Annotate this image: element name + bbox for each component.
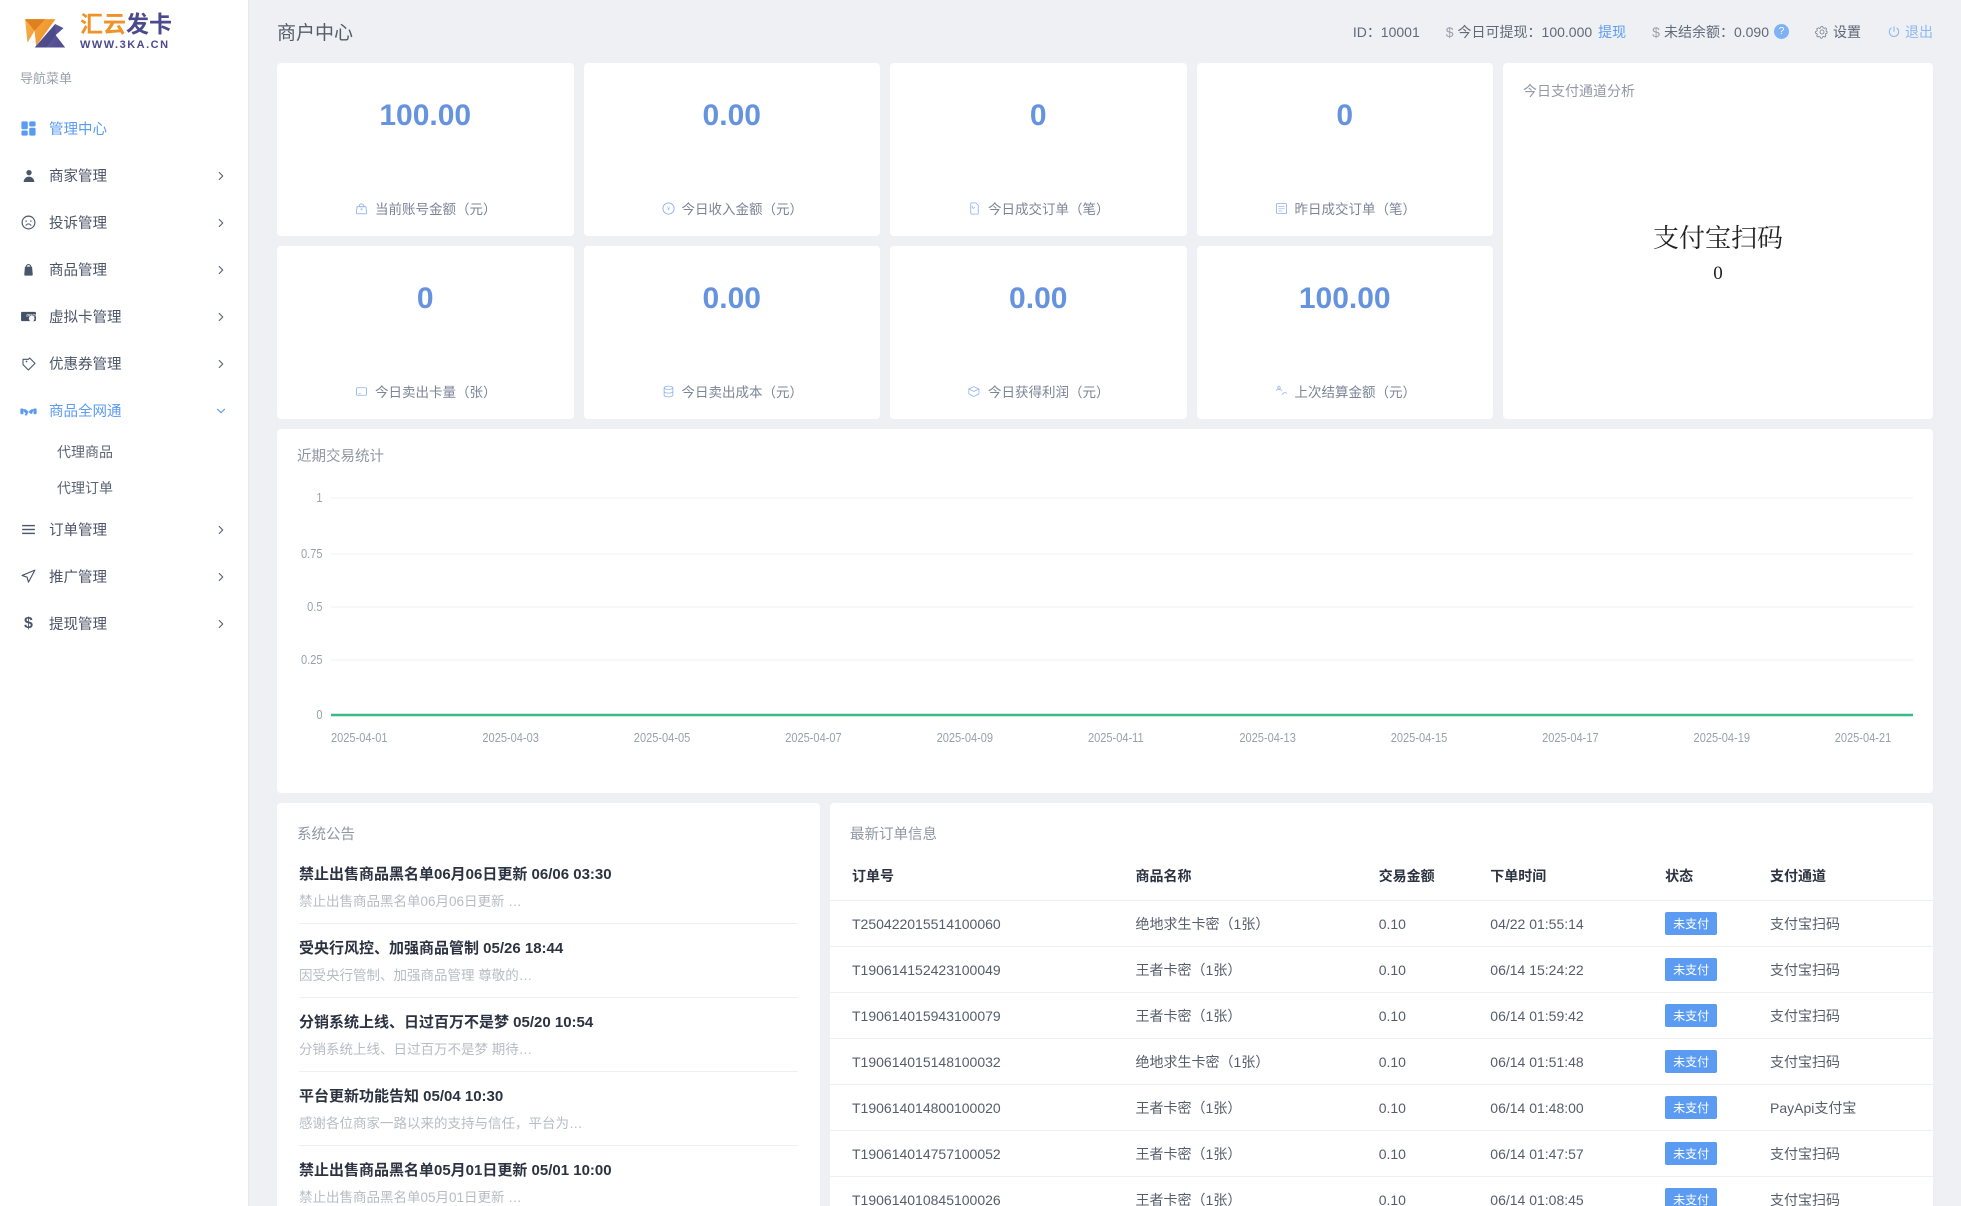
svg-text:2025-04-05: 2025-04-05 (634, 730, 691, 745)
svg-text:2025-04-01: 2025-04-01 (331, 730, 388, 745)
svg-text:2025-04-07: 2025-04-07 (785, 730, 842, 745)
svg-text:2025-04-09: 2025-04-09 (937, 730, 994, 745)
svg-text:2025-04-11: 2025-04-11 (1088, 730, 1144, 745)
svg-text:DISCOVER: DISCOVER (26, 314, 37, 318)
svg-text:¥: ¥ (360, 206, 363, 211)
svg-text:2025-04-17: 2025-04-17 (1542, 730, 1599, 745)
svg-text:2025-04-03: 2025-04-03 (482, 730, 539, 745)
svg-text:2025-04-15: 2025-04-15 (1391, 730, 1448, 745)
svg-text:2025-04-21: 2025-04-21 (1835, 730, 1892, 745)
svg-text:0.75: 0.75 (301, 546, 323, 561)
svg-text:0.5: 0.5 (307, 599, 323, 614)
svg-text:2025-04-13: 2025-04-13 (1239, 730, 1296, 745)
svg-text:¥: ¥ (667, 206, 670, 212)
svg-text:0.25: 0.25 (301, 652, 323, 667)
svg-text:0: 0 (316, 707, 322, 722)
svg-text:1: 1 (316, 490, 322, 505)
svg-text:2025-04-19: 2025-04-19 (1694, 730, 1751, 745)
